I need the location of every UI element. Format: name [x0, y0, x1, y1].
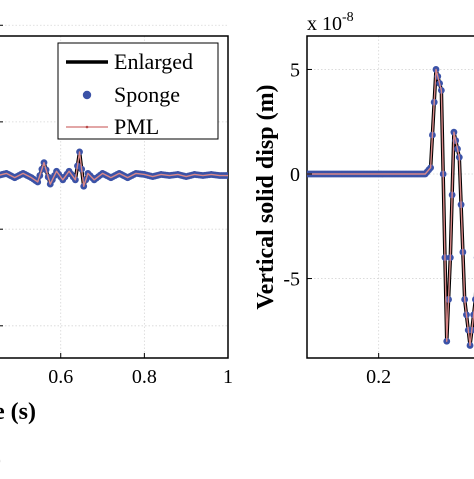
- left-panel: 0.6 0.8 1 Enlarged Sponge PML e (s) ): [0, 25, 233, 474]
- panel-label: ): [0, 444, 1, 474]
- right-series-line-pml: [307, 69, 474, 345]
- legend-swatch-sponge: [83, 91, 91, 99]
- y-axis-multiplier: x 10-8: [307, 10, 354, 35]
- legend-label-pml: PML: [114, 114, 159, 139]
- right-y-tick-label: 0: [290, 164, 300, 186]
- legend: Enlarged Sponge PML: [58, 43, 218, 139]
- right-x-tick-label: 0.2: [366, 366, 391, 388]
- left-x-axis-label: e (s): [0, 399, 36, 425]
- right-y-tick-label: 5: [290, 59, 300, 81]
- right-y-tick-label: -5: [283, 269, 300, 291]
- left-x-tick-label: 0.6: [48, 366, 73, 388]
- left-series-clip: [0, 149, 231, 190]
- legend-label-enlarged: Enlarged: [114, 49, 193, 74]
- right-panel: 0.2 5 0 -5 x 10-8 Vertical solid disp (m): [253, 10, 474, 388]
- right-series-clip: [304, 66, 474, 349]
- right-series: [304, 66, 474, 349]
- left-x-tick-label: 0.8: [132, 366, 157, 388]
- left-series: [0, 149, 231, 190]
- left-x-tick-label: 1: [223, 366, 233, 388]
- y-multiplier-base: x 10: [307, 13, 342, 35]
- legend-label-sponge: Sponge: [114, 82, 180, 107]
- y-multiplier-exponent: -8: [342, 10, 354, 25]
- right-y-axis-label: Vertical solid disp (m): [253, 84, 279, 309]
- legend-swatch-pml-marker: [86, 126, 89, 129]
